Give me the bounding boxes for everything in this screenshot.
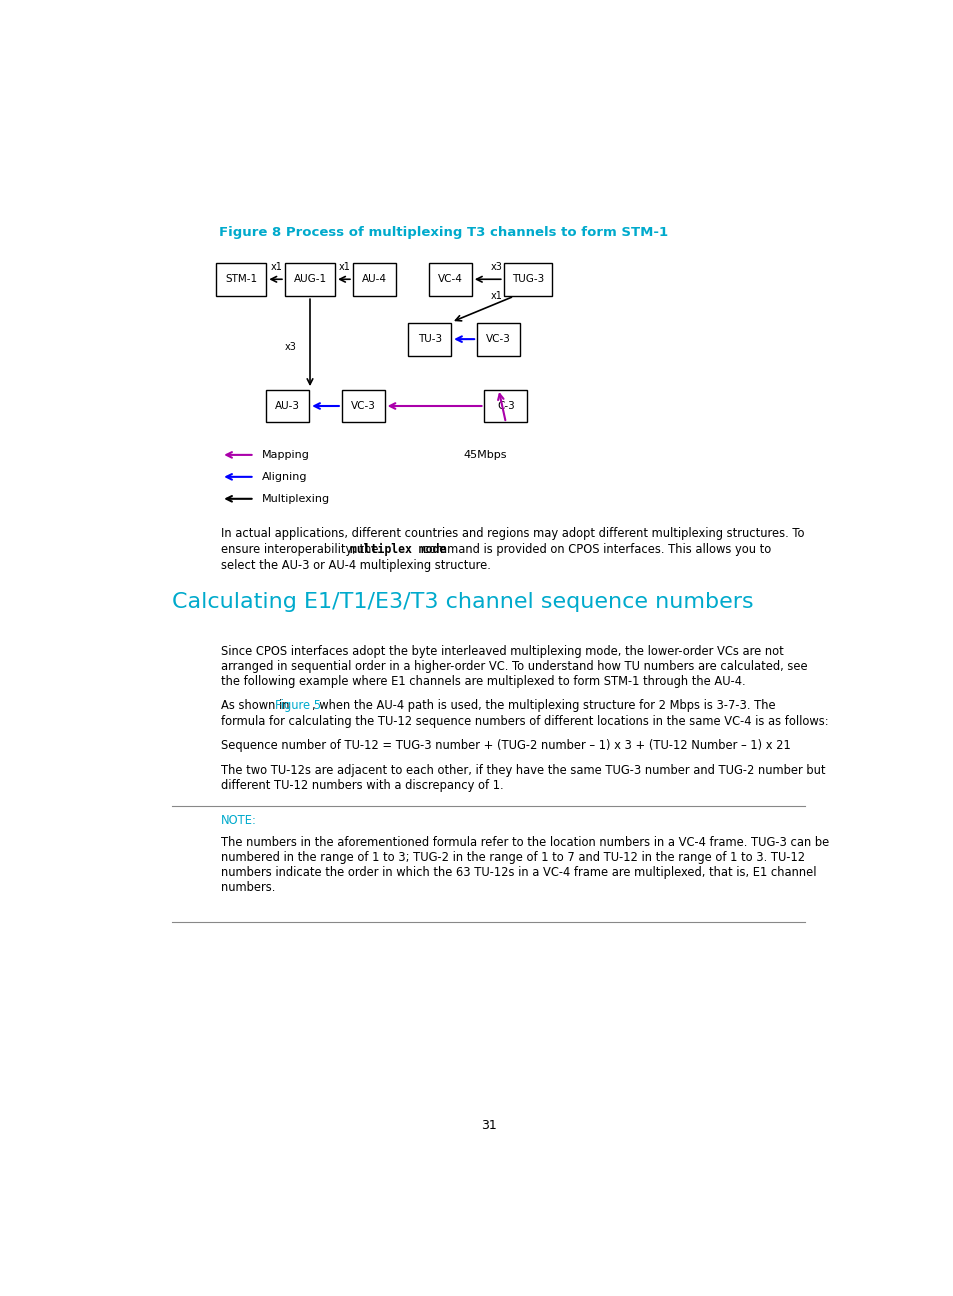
Text: multiplex mode: multiplex mode — [350, 543, 446, 556]
Text: ensure interoperability, the: ensure interoperability, the — [221, 543, 382, 556]
Text: Since CPOS interfaces adopt the byte interleaved multiplexing mode, the lower-or: Since CPOS interfaces adopt the byte int… — [221, 644, 807, 687]
Text: TU-3: TU-3 — [417, 334, 441, 345]
Text: The numbers in the aforementioned formula refer to the location numbers in a VC-: The numbers in the aforementioned formul… — [221, 836, 829, 894]
FancyBboxPatch shape — [285, 263, 335, 295]
Text: x3: x3 — [285, 342, 296, 353]
Text: Aligning: Aligning — [262, 472, 307, 482]
Text: Calculating E1/T1/E3/T3 channel sequence numbers: Calculating E1/T1/E3/T3 channel sequence… — [172, 591, 753, 612]
Text: Multiplexing: Multiplexing — [262, 494, 330, 504]
FancyBboxPatch shape — [429, 263, 472, 295]
Text: Mapping: Mapping — [262, 450, 310, 460]
Text: x1: x1 — [271, 262, 282, 272]
Text: C-3: C-3 — [497, 400, 515, 411]
FancyBboxPatch shape — [476, 323, 519, 355]
FancyBboxPatch shape — [341, 390, 384, 422]
Text: AU-3: AU-3 — [275, 400, 300, 411]
Text: VC-4: VC-4 — [437, 275, 462, 284]
Text: x3: x3 — [490, 262, 501, 272]
Text: select the AU-3 or AU-4 multiplexing structure.: select the AU-3 or AU-4 multiplexing str… — [221, 559, 491, 572]
FancyBboxPatch shape — [408, 323, 451, 355]
Text: The two TU-12s are adjacent to each other, if they have the same TUG-3 number an: The two TU-12s are adjacent to each othe… — [221, 765, 825, 792]
Text: 31: 31 — [480, 1118, 497, 1131]
Text: VC-3: VC-3 — [351, 400, 375, 411]
Text: Sequence number of TU-12 = TUG-3 number + (TUG-2 number – 1) x 3 + (TU-12 Number: Sequence number of TU-12 = TUG-3 number … — [221, 739, 790, 752]
FancyBboxPatch shape — [216, 263, 266, 295]
Text: VC-3: VC-3 — [486, 334, 511, 345]
FancyBboxPatch shape — [503, 263, 552, 295]
Text: As shown in: As shown in — [221, 700, 294, 713]
Text: command is provided on CPOS interfaces. This allows you to: command is provided on CPOS interfaces. … — [418, 543, 770, 556]
Text: NOTE:: NOTE: — [221, 814, 257, 827]
Text: In actual applications, different countries and regions may adopt different mult: In actual applications, different countr… — [221, 526, 804, 539]
Text: Figure 8 Process of multiplexing T3 channels to form STM-1: Figure 8 Process of multiplexing T3 chan… — [219, 227, 667, 240]
FancyBboxPatch shape — [484, 390, 527, 422]
Text: Figure 5: Figure 5 — [274, 700, 320, 713]
FancyBboxPatch shape — [353, 263, 395, 295]
Text: formula for calculating the TU-12 sequence numbers of different locations in the: formula for calculating the TU-12 sequen… — [221, 715, 828, 728]
Text: AUG-1: AUG-1 — [294, 275, 326, 284]
Text: , when the AU-4 path is used, the multiplexing structure for 2 Mbps is 3-7-3. Th: , when the AU-4 path is used, the multip… — [312, 700, 775, 713]
Text: STM-1: STM-1 — [225, 275, 257, 284]
Text: 45Mbps: 45Mbps — [463, 450, 506, 460]
Text: x1: x1 — [490, 292, 501, 301]
FancyBboxPatch shape — [266, 390, 309, 422]
Text: TUG-3: TUG-3 — [512, 275, 543, 284]
Text: AU-4: AU-4 — [361, 275, 386, 284]
Text: x1: x1 — [338, 262, 351, 272]
